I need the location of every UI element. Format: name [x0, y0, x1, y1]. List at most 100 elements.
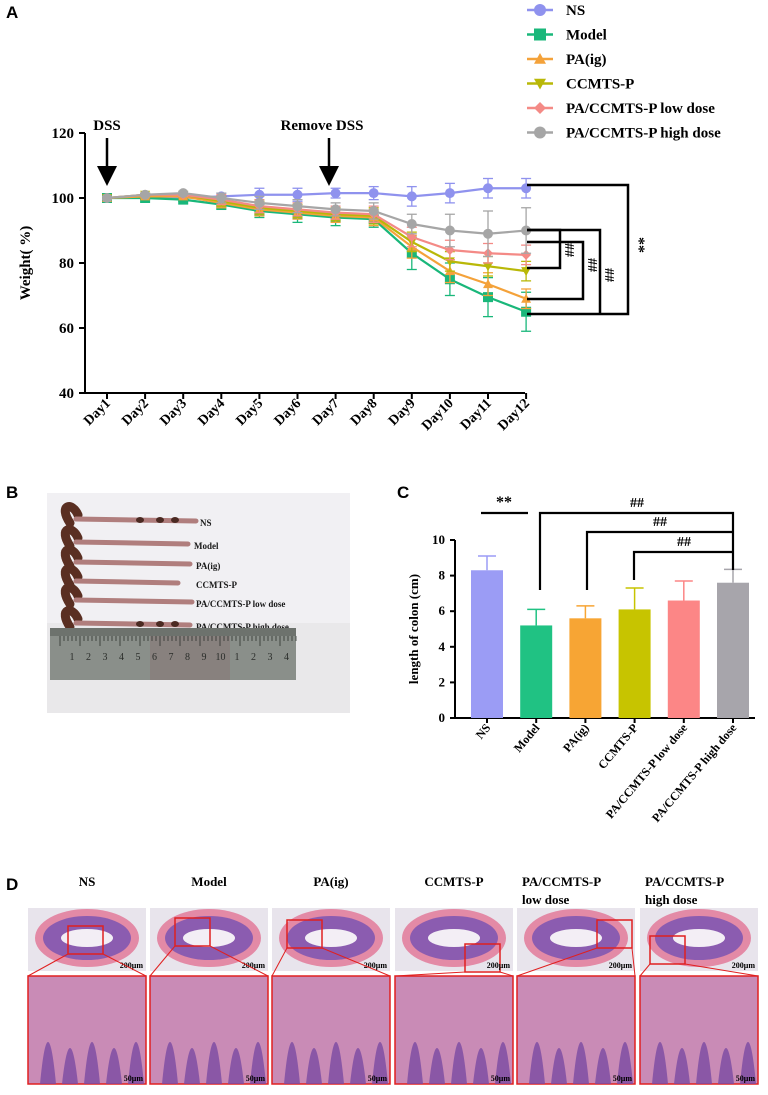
- panel-label-b: B: [6, 483, 18, 502]
- sig-c-model-vs-ns: **: [496, 494, 512, 511]
- histology-column: NS 200μm 50μm: [27, 874, 147, 1085]
- x-tick-label-a: Day5: [234, 396, 267, 429]
- colon-strip: [73, 578, 181, 586]
- ruler-number: 5: [136, 652, 141, 663]
- data-point: [483, 228, 493, 239]
- zoom-region-box: [649, 935, 686, 965]
- series-pa-ccmts-p-high-dose: [102, 188, 532, 258]
- y-tick-label-c: 6: [439, 603, 446, 618]
- photo-label: PA/CCMTS-P high dose: [196, 622, 289, 632]
- data-point: [254, 189, 265, 200]
- x-tick-label-a: Day2: [119, 396, 152, 429]
- ruler-number: 8: [185, 652, 190, 663]
- data-point: [444, 188, 455, 199]
- colon-cecum: [60, 583, 83, 609]
- zoom-line: [516, 947, 598, 977]
- legend-marker-icon: [534, 102, 546, 114]
- zoom-region-box: [174, 917, 211, 947]
- crypt-shape: [128, 1042, 144, 1084]
- column-title: Model: [191, 874, 227, 889]
- sig-model-vs-high: ##: [601, 268, 616, 282]
- data-point: [406, 232, 417, 242]
- crypt-shape: [740, 1042, 756, 1084]
- crypt-shape: [652, 1042, 668, 1084]
- data-point: [254, 197, 265, 208]
- y-tick-label-a: 40: [59, 386, 74, 402]
- data-point: [216, 193, 227, 203]
- data-point: [521, 293, 532, 303]
- crypt-shape: [40, 1042, 56, 1084]
- y-tick-label-a: 120: [52, 126, 75, 142]
- photo-label: PA(ig): [196, 561, 220, 571]
- data-point: [102, 193, 112, 203]
- bar: [717, 582, 749, 718]
- data-point: [444, 245, 455, 255]
- ruler-number: 4: [119, 652, 124, 663]
- crypt-shape: [529, 1042, 545, 1084]
- crypt-shape: [284, 1042, 300, 1084]
- fecal-pellet: [136, 621, 144, 627]
- photo-label: CCMTS-P: [196, 580, 237, 590]
- series-ns: [102, 177, 532, 207]
- series-ccmts-p: [102, 190, 532, 282]
- legend-label: PA(ig): [566, 52, 607, 68]
- x-tick-label-c: PA/CCMTS-P low dose: [603, 720, 691, 821]
- bar: [569, 618, 602, 718]
- x-tick-label-a: Day12: [495, 396, 533, 434]
- crypt-shape: [228, 1048, 244, 1084]
- legend-marker-icon: [534, 78, 546, 90]
- fecal-pellet: [171, 621, 179, 627]
- ruler-number: 3: [103, 652, 108, 663]
- column-title: PA/CCMTS-P: [522, 874, 601, 889]
- data-point: [521, 267, 532, 277]
- fecal-pellet: [156, 621, 164, 627]
- sig-model-vs-ns: **: [630, 237, 647, 253]
- scale-bar-label: 200μm: [609, 961, 633, 970]
- data-point: [406, 191, 417, 202]
- crypt-shape: [429, 1048, 445, 1084]
- zoom-line: [631, 947, 636, 977]
- histology-panel: NS 200μm 50μm Model 200μm 50μm PA(ig) 200μm 50μm…: [27, 874, 759, 1085]
- column-title: CCMTS-P: [424, 874, 483, 889]
- x-tick-label-c: NS: [473, 721, 494, 742]
- y-tick-label-a: 100: [52, 191, 75, 207]
- crypt-shape: [350, 1048, 366, 1084]
- dss-label: DSS: [93, 118, 121, 134]
- data-point: [521, 306, 532, 317]
- ruler-number: 6: [152, 652, 157, 663]
- data-point: [406, 219, 417, 229]
- y-axis-label-c: length of colon (cm): [406, 574, 421, 684]
- data-point: [483, 183, 493, 194]
- ruler-number: 10: [216, 652, 226, 663]
- y-axis-label-a: Weight( %): [18, 226, 34, 301]
- crypt-shape: [84, 1042, 100, 1084]
- scale-bar-label: 200μm: [242, 961, 266, 970]
- series-pa-ig-: [102, 191, 532, 310]
- data-point: [521, 225, 532, 236]
- histology-column: PA(ig) 200μm 50μm: [271, 874, 391, 1085]
- photo-label: NS: [200, 518, 212, 528]
- x-tick-label-a: Day8: [348, 396, 381, 429]
- x-tick-label-a: Day10: [419, 396, 457, 434]
- x-tick-label-c: CCMTS-P: [595, 721, 641, 772]
- crypt-shape: [674, 1048, 690, 1084]
- series-line: [106, 193, 527, 273]
- crypt-shape: [328, 1042, 344, 1084]
- legend-marker-icon: [534, 53, 546, 64]
- data-point: [368, 188, 379, 199]
- column-title: NS: [79, 874, 96, 889]
- x-tick-label-c: PA/CCMTS-P high dose: [649, 720, 740, 824]
- column-title: PA/CCMTS-P: [645, 874, 724, 889]
- ruler-number: 1: [235, 652, 240, 663]
- column-title: PA(ig): [313, 874, 348, 889]
- scale-bar-label: 200μm: [364, 961, 388, 970]
- histology-column: PA/CCMTS-P low dose 200μm 50μm: [516, 874, 636, 1085]
- data-point: [483, 262, 493, 272]
- crypt-shape: [451, 1042, 467, 1084]
- ruler-number: 2: [86, 652, 91, 663]
- data-point: [292, 201, 303, 212]
- crypt-shape: [106, 1048, 122, 1084]
- zoom-line: [102, 953, 147, 977]
- remove-dss-label: Remove DSS: [281, 118, 364, 134]
